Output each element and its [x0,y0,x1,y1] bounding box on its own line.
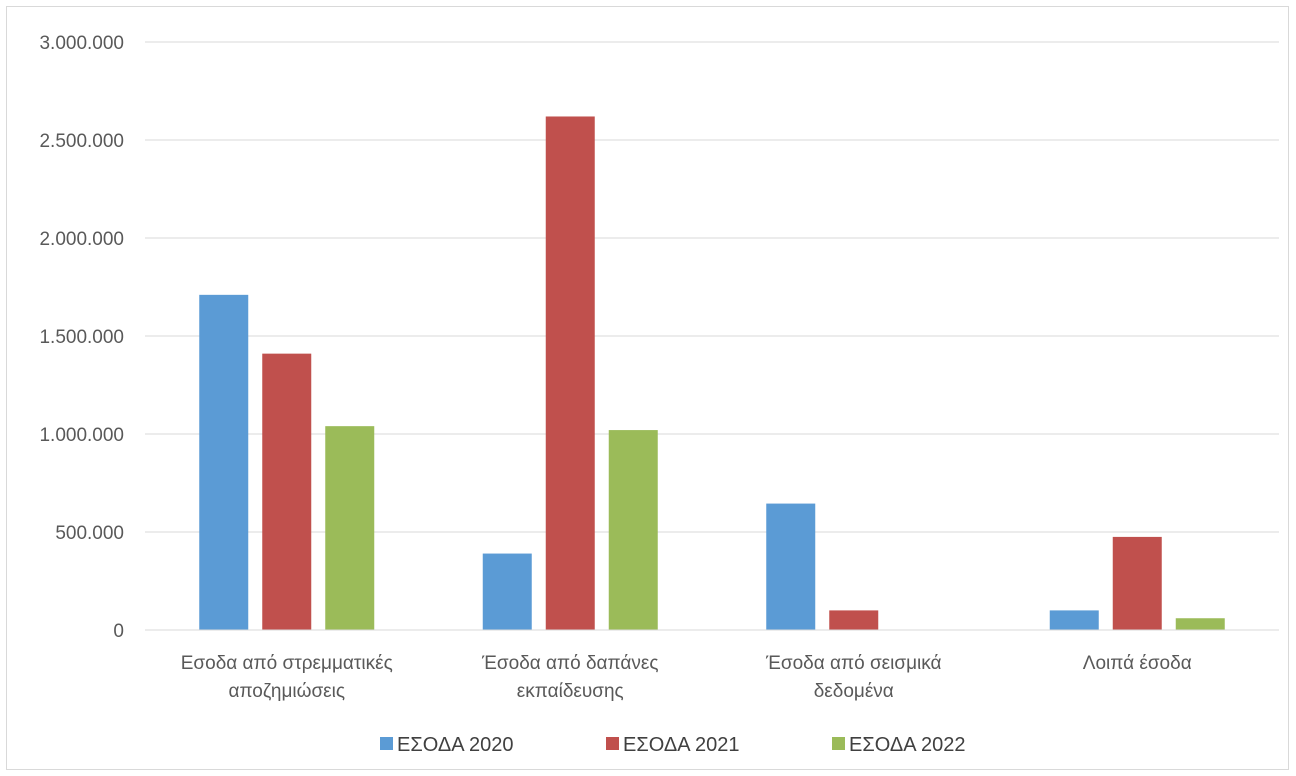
bar-2-2 [545,116,595,631]
x-axis: Εσοδα από στρεμματικές αποζημιώσεις Έσοδα … [181,653,1192,702]
bar-2-1 [262,353,312,630]
category-label-line: αποζημιώσεις [228,681,345,702]
bar-3-4 [1175,618,1225,630]
bars [199,116,1225,631]
category-label-line: Εσοδα από στρεμματικές [181,653,393,674]
category-label: Έσοδα από δαπάνες εκπαίδευσης [481,653,658,702]
legend-item: ΕΣΟΔΑ 2022 [832,734,965,756]
gridlines [145,41,1279,631]
legend-label: ΕΣΟΔΑ 2021 [623,734,739,756]
bar-1-2 [482,553,532,630]
category-label: Έσοδα από σεισμικά δεδομένα [765,653,942,702]
category-label-line: Έσοδα από σεισμικά [765,653,942,674]
bar-3-1 [325,426,375,630]
bar-1-4 [1049,610,1099,630]
category-label-line: Λοιπά έσοδα [1083,653,1192,674]
bar-1-3 [766,503,816,630]
legend-swatch [380,737,393,750]
bar-2-3 [829,610,879,630]
category-label-line: Έσοδα από δαπάνες [481,653,658,674]
category-label-line: δεδομένα [814,681,894,702]
legend-label: ΕΣΟΔΑ 2022 [849,734,965,756]
bar-1-1 [199,294,249,630]
y-tick-label: 1.000.000 [39,425,124,446]
legend: ΕΣΟΔΑ 2020 ΕΣΟΔΑ 2021 ΕΣΟΔΑ 2022 [380,734,965,756]
legend-swatch [832,737,845,750]
y-tick-label: 3.000.000 [39,33,124,54]
legend-item: ΕΣΟΔΑ 2020 [380,734,513,756]
category-label-line: εκπαίδευσης [517,681,624,702]
y-tick-label: 1.500.000 [39,327,124,348]
y-tick-label: 2.500.000 [39,131,124,152]
category-label: Λοιπά έσοδα [1083,653,1192,674]
y-tick-label: 0 [113,621,124,642]
y-tick-label: 500.000 [55,523,124,544]
legend-swatch [606,737,619,750]
category-label: Εσοδα από στρεμματικές αποζημιώσεις [181,653,393,702]
y-axis: 0 500.000 1.000.000 1.500.000 2.000.000 2.500… [39,33,124,642]
legend-label: ΕΣΟΔΑ 2020 [397,734,513,756]
y-tick-label: 2.000.000 [39,229,124,250]
bar-3-2 [608,430,658,630]
bar-2-4 [1112,536,1162,630]
legend-item: ΕΣΟΔΑ 2021 [606,734,739,756]
